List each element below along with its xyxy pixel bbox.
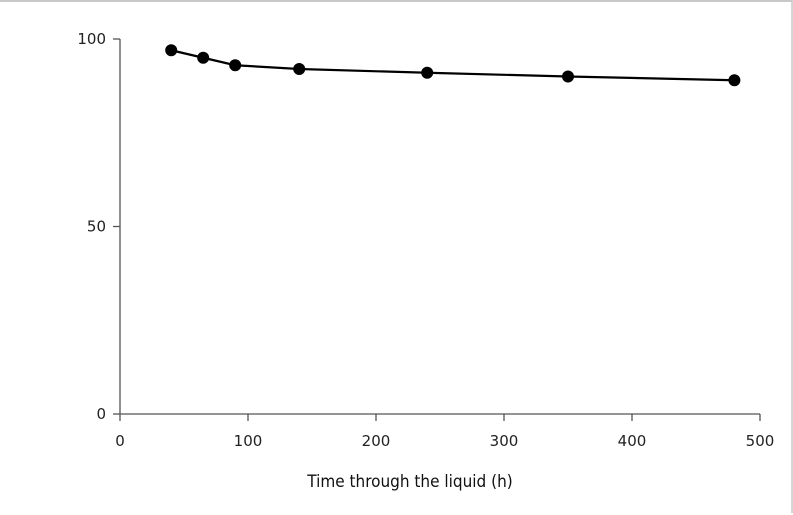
- y-tick-label: 100: [77, 30, 106, 48]
- data-point: [728, 74, 741, 87]
- x-tick-label: 200: [362, 432, 391, 450]
- x-tick-label: 100: [234, 432, 263, 450]
- tick-group: 0 100 200 300 400 500 0 50 100: [77, 30, 774, 450]
- x-tick-label: 400: [618, 432, 647, 450]
- data-point: [229, 59, 242, 72]
- x-tick-label: 0: [115, 432, 125, 450]
- data-point: [562, 70, 574, 83]
- x-tick-label: 300: [490, 432, 519, 450]
- y-tick-label: 50: [87, 218, 106, 236]
- x-axis-title: Time through the liquid (h): [306, 472, 512, 492]
- data-point: [197, 51, 210, 64]
- axes: [119, 39, 760, 415]
- x-tick-label: 500: [746, 432, 775, 450]
- data-point: [293, 63, 306, 75]
- data-point: [421, 66, 434, 79]
- series-layer: [165, 44, 741, 87]
- y-tick-label: 0: [96, 405, 106, 423]
- data-point: [165, 44, 178, 57]
- series-line: [170, 49, 735, 82]
